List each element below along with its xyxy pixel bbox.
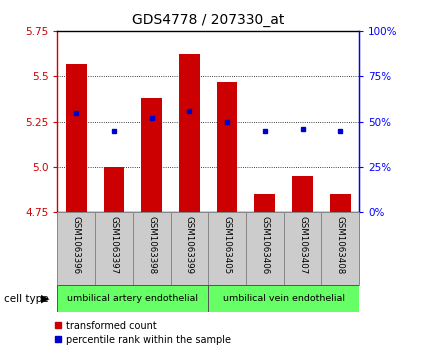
Text: umbilical vein endothelial: umbilical vein endothelial [223,294,345,303]
Text: GSM1063406: GSM1063406 [261,216,269,274]
Bar [246,212,284,285]
Text: GSM1063396: GSM1063396 [72,216,81,274]
Text: ▶: ▶ [41,294,49,303]
Text: cell type: cell type [4,294,49,303]
Text: GSM1063405: GSM1063405 [223,216,232,274]
Title: GDS4778 / 207330_at: GDS4778 / 207330_at [132,13,284,27]
Bar [217,82,238,212]
Text: GSM1063399: GSM1063399 [185,216,194,274]
Bar [292,176,313,212]
Legend: transformed count, percentile rank within the sample: transformed count, percentile rank withi… [54,321,231,344]
Text: GSM1063408: GSM1063408 [336,216,345,274]
Bar [170,212,208,285]
Bar [104,167,125,212]
Bar [57,285,208,312]
Bar [179,54,200,212]
Bar [66,64,87,212]
Bar [133,212,170,285]
Bar [57,212,95,285]
Text: GSM1063398: GSM1063398 [147,216,156,274]
Bar [208,285,359,312]
Bar [208,212,246,285]
Bar [284,212,321,285]
Text: GSM1063397: GSM1063397 [110,216,119,274]
Text: umbilical artery endothelial: umbilical artery endothelial [67,294,198,303]
Text: GSM1063407: GSM1063407 [298,216,307,274]
Bar [330,194,351,212]
Bar [321,212,359,285]
Bar [255,194,275,212]
Bar [141,98,162,212]
Bar [95,212,133,285]
